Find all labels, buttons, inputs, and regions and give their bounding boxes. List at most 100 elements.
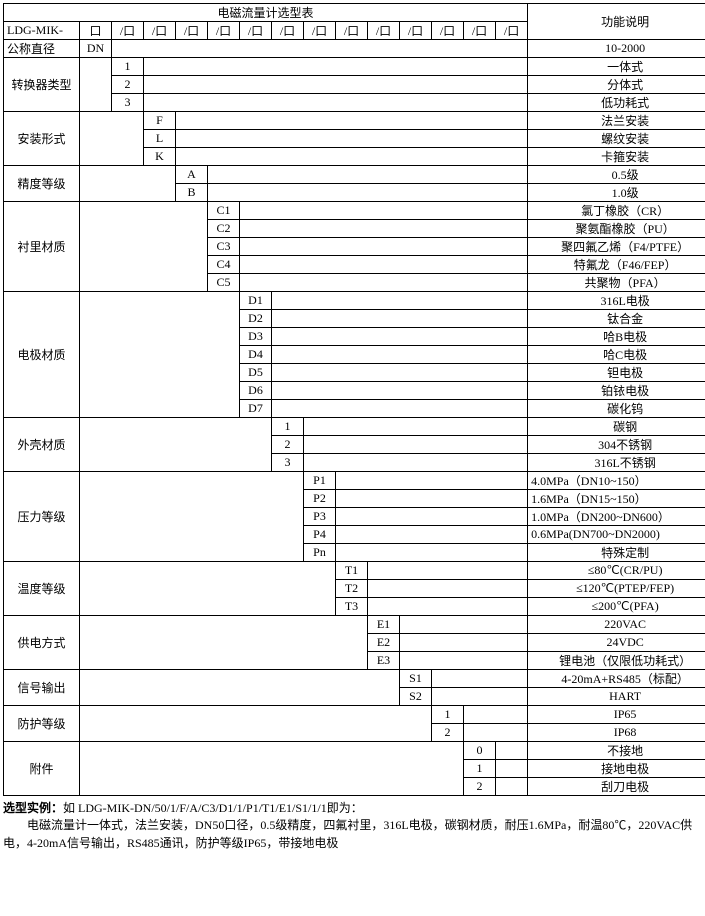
desc: 碳化钨 [528,400,705,418]
span [240,256,528,274]
table-row: 电磁流量计选型表 功能说明 [4,4,705,22]
desc: 钽电极 [528,364,705,382]
param-label: 外壳材质 [4,418,80,472]
span [80,670,400,706]
selection-table: 电磁流量计选型表 功能说明 LDG-MIK- 口 /口 /口 /口 /口 /口 … [3,3,705,796]
span [400,652,528,670]
slot: /口 [336,22,368,40]
span [272,346,528,364]
desc: 1.0MPa（DN200~DN600） [528,508,705,526]
code: 3 [112,94,144,112]
span [272,328,528,346]
desc: ≤200℃(PFA) [528,598,705,616]
span [240,220,528,238]
desc: 316L不锈钢 [528,454,705,472]
param-label: 安装形式 [4,112,80,166]
span [176,148,528,166]
code: P3 [304,508,336,526]
span [496,778,528,796]
span [176,112,528,130]
param-label: 供电方式 [4,616,80,670]
desc: 螺纹安装 [528,130,705,148]
span [368,580,528,598]
span [80,112,144,166]
table-row: 衬里材质 C1 氯丁橡胶（CR） [4,202,705,220]
example-label: 选型实例： [3,801,63,815]
span [80,472,304,562]
span [80,58,112,112]
span [80,292,240,418]
span [464,706,528,724]
span [144,58,528,76]
code: A [176,166,208,184]
desc: 一体式 [528,58,705,76]
desc: 特氟龙（F46/FEP） [528,256,705,274]
desc: 铂铱电极 [528,382,705,400]
param-label: 转换器类型 [4,58,80,112]
desc: ≤120℃(PTEP/FEP) [528,580,705,598]
code: L [144,130,176,148]
desc: 哈B电极 [528,328,705,346]
desc: 聚氨酯橡胶（PU） [528,220,705,238]
span [80,202,208,292]
table-row: 防护等级 1 IP65 [4,706,705,724]
desc: 法兰安装 [528,112,705,130]
span [272,382,528,400]
span [80,418,272,472]
desc: 0.6MPa(DN700~DN2000) [528,526,705,544]
span [272,364,528,382]
slot: /口 [400,22,432,40]
span [496,760,528,778]
code: F [144,112,176,130]
desc: 304不锈钢 [528,436,705,454]
param-label: 精度等级 [4,166,80,202]
desc: 特殊定制 [528,544,705,562]
slot: /口 [496,22,528,40]
title-cell: 电磁流量计选型表 [4,4,528,22]
code: DN [80,40,112,58]
desc: HART [528,688,705,706]
code: T3 [336,598,368,616]
span [112,40,528,58]
slot: /口 [368,22,400,40]
desc: 聚四氟乙烯（F4/PTFE） [528,238,705,256]
desc: 4.0MPa（DN10~150） [528,472,705,490]
span [272,292,528,310]
code: D6 [240,382,272,400]
code: 1 [464,760,496,778]
table-row: 安装形式 F 法兰安装 [4,112,705,130]
code: P4 [304,526,336,544]
desc: 316L电极 [528,292,705,310]
table-row: 转换器类型 1 一体式 [4,58,705,76]
code: C1 [208,202,240,220]
span [272,310,528,328]
desc: 锂电池（仅限低功耗式） [528,652,705,670]
param-label: 公称直径 [4,40,80,58]
code: 0 [464,742,496,760]
desc: 碳钢 [528,418,705,436]
param-label: 温度等级 [4,562,80,616]
slot: 口 [80,22,112,40]
span [208,166,528,184]
span [304,436,528,454]
span [80,742,464,796]
span [240,202,528,220]
code: C5 [208,274,240,292]
table-row: 附件 0 不接地 [4,742,705,760]
span [432,670,528,688]
desc: 分体式 [528,76,705,94]
desc: 不接地 [528,742,705,760]
code: D1 [240,292,272,310]
desc: ≤80℃(CR/PU) [528,562,705,580]
code: 1 [272,418,304,436]
table-row: 温度等级 T1 ≤80℃(CR/PU) [4,562,705,580]
code: C2 [208,220,240,238]
span [144,76,528,94]
table-row: 电极材质 D1 316L电极 [4,292,705,310]
span [80,166,176,202]
code: P2 [304,490,336,508]
desc: 10-2000 [528,40,705,58]
span [368,598,528,616]
span [464,724,528,742]
code: B [176,184,208,202]
